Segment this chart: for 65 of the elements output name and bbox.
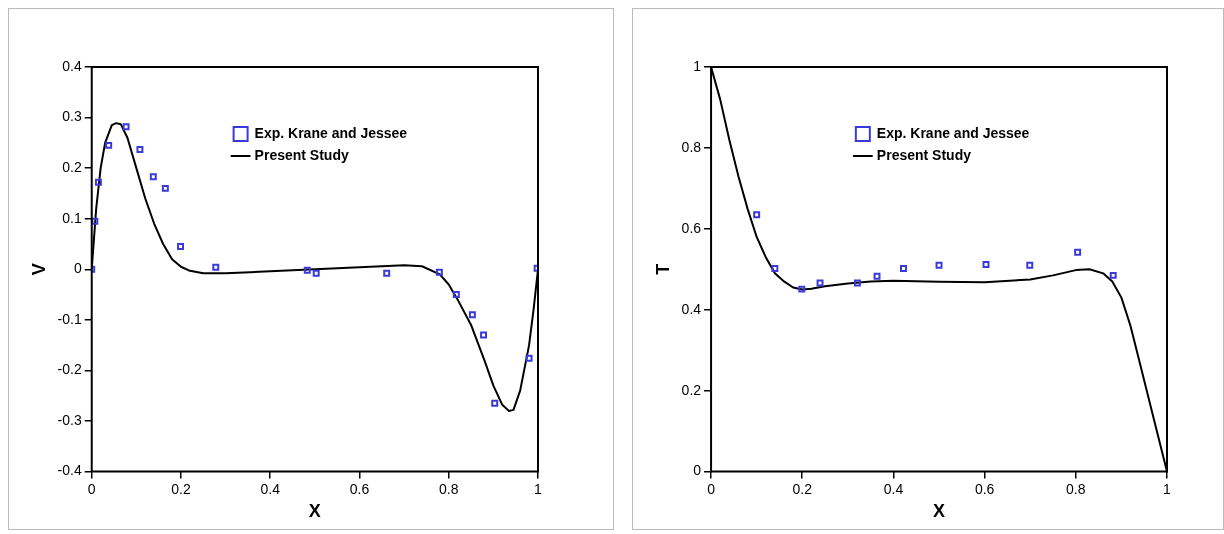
x-tick-label: 1: [1163, 480, 1172, 497]
point: [91, 217, 99, 225]
legend-label: Exp. Krane and Jessee: [254, 124, 408, 141]
y-tick-label: -0.2: [57, 361, 82, 378]
x-tick-label: 0.8: [1066, 480, 1086, 497]
point: [383, 269, 391, 277]
point: [899, 265, 907, 272]
point: [212, 263, 220, 271]
y-tick-label: 0.3: [62, 108, 82, 125]
point: [491, 399, 499, 407]
point: [122, 123, 130, 131]
point: [435, 268, 443, 276]
point: [1026, 261, 1034, 269]
point: [525, 354, 533, 362]
y-tick-label: 0.4: [681, 300, 702, 317]
point: [816, 279, 824, 287]
point: [312, 269, 320, 277]
point: [105, 141, 113, 149]
x-tick-label: 0.4: [883, 480, 904, 497]
x-tick-label: 0.8: [439, 480, 459, 497]
point: [452, 291, 460, 299]
point: [161, 184, 169, 192]
x-tick-label: 0.2: [171, 480, 191, 497]
legend-label: Present Study: [254, 146, 349, 163]
y-tick-label: -0.1: [57, 310, 82, 327]
y-tick-label: 0.8: [681, 138, 702, 155]
point: [935, 261, 943, 269]
y-tick-label: 0: [693, 462, 702, 479]
point: [1074, 248, 1082, 256]
y-tick-label: 0.2: [681, 381, 702, 398]
y-tick-label: 0.4: [62, 57, 82, 74]
point: [94, 178, 102, 186]
y-axis-title: T: [652, 263, 673, 275]
point: [149, 173, 157, 181]
x-tick-label: 0.4: [260, 480, 281, 497]
x-tick-label: 0: [87, 480, 96, 497]
point: [853, 279, 861, 287]
y-tick-label: -0.4: [57, 462, 82, 479]
y-tick-label: 0.2: [62, 159, 82, 176]
point: [468, 311, 476, 319]
x-tick-label: 1: [534, 480, 543, 497]
point: [136, 145, 144, 153]
legend-label: Exp. Krane and Jessee: [876, 124, 1030, 141]
x-tick-label: 0.6: [349, 480, 370, 497]
x-tick-label: 0.6: [974, 480, 995, 497]
x-axis-title: X: [308, 501, 321, 522]
y-axis-title: V: [28, 263, 49, 276]
point: [303, 266, 311, 274]
y-tick-label: 1: [693, 57, 702, 74]
point: [873, 272, 881, 280]
point: [1109, 271, 1117, 279]
x-axis-title: X: [933, 501, 946, 522]
y-tick-label: 0: [73, 260, 82, 277]
point: [177, 243, 185, 251]
y-tick-label: 0.1: [62, 209, 82, 226]
legend-label: Present Study: [876, 146, 972, 163]
x-tick-label: 0.2: [792, 480, 813, 497]
x-tick-label: 0: [707, 480, 716, 497]
point: [771, 265, 779, 272]
y-tick-label: -0.3: [57, 411, 82, 428]
y-tick-label: 0.6: [681, 219, 702, 236]
point: [798, 285, 806, 293]
point: [982, 260, 990, 268]
point: [480, 331, 488, 339]
point: [753, 211, 761, 219]
